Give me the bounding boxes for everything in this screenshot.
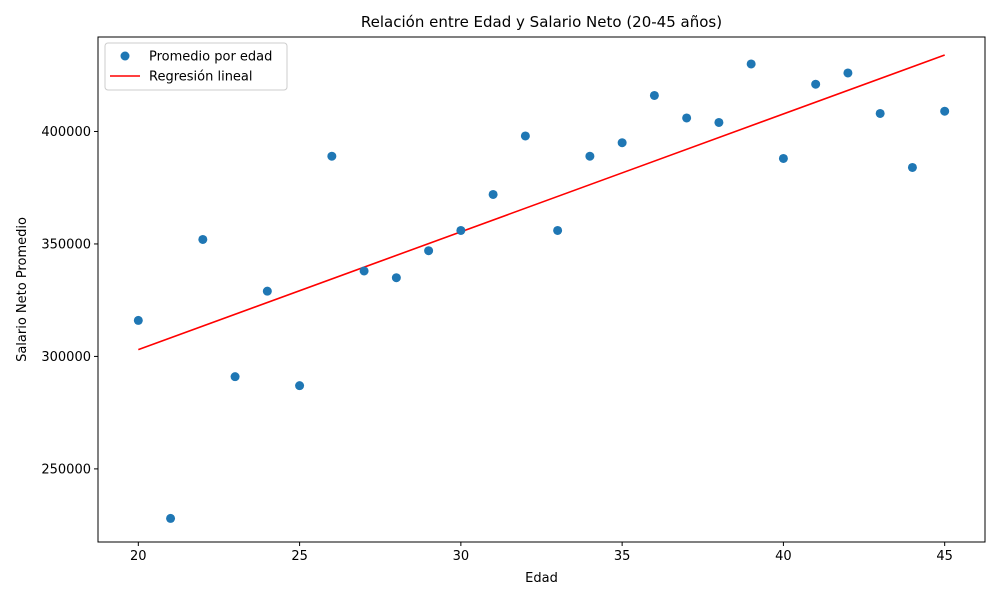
scatter-point xyxy=(295,381,305,391)
x-tick-label: 35 xyxy=(614,549,631,564)
x-axis-label: Edad xyxy=(525,571,558,586)
chart-title: Relación entre Edad y Salario Neto (20-4… xyxy=(361,13,722,31)
y-tick-label: 300000 xyxy=(41,350,91,365)
x-tick-label: 25 xyxy=(291,549,308,564)
y-axis-label: Salario Neto Promedio xyxy=(15,217,30,362)
scatter-point xyxy=(875,108,885,118)
axes: 20 25 30 35 40 45 250000 300000 350000 400000 xyxy=(41,36,986,564)
scatter-point xyxy=(359,266,369,276)
y-tick-label: 250000 xyxy=(41,462,91,477)
scatter-point xyxy=(262,286,272,296)
scatter-point xyxy=(746,59,756,69)
legend: Promedio por edad Regresión lineal xyxy=(104,42,288,91)
y-tick-label: 350000 xyxy=(41,237,91,252)
legend-entry: Regresión lineal xyxy=(149,70,253,85)
legend-entry: Promedio por edad xyxy=(149,50,272,65)
scatter-point xyxy=(456,225,466,235)
scatter-point xyxy=(778,153,788,163)
regression-line xyxy=(138,54,945,351)
scatter-point xyxy=(811,79,821,89)
plot-frame xyxy=(97,36,986,543)
x-tick-label: 40 xyxy=(775,549,792,564)
scatter-point xyxy=(585,151,595,161)
scatter-point xyxy=(230,372,240,382)
scatter-point xyxy=(649,90,659,100)
scatter-point xyxy=(133,315,143,325)
x-tick-label: 20 xyxy=(130,549,147,564)
legend-marker-scatter xyxy=(120,51,130,61)
scatter-point xyxy=(553,225,563,235)
scatter-point xyxy=(520,131,530,141)
scatter-point xyxy=(424,246,434,256)
scatter-point xyxy=(617,138,627,148)
y-tick-label: 400000 xyxy=(41,125,91,140)
scatter-point xyxy=(488,189,498,199)
scatter-point xyxy=(714,117,724,127)
scatter-point xyxy=(391,273,401,283)
x-tick-label: 30 xyxy=(453,549,470,564)
scatter-point xyxy=(940,106,950,116)
scatter-point xyxy=(198,234,208,244)
scatter-point xyxy=(907,162,917,172)
scatter-point xyxy=(327,151,337,161)
scatter-point xyxy=(166,513,176,523)
scatter-point xyxy=(843,68,853,78)
scatter-point xyxy=(682,113,692,123)
legend-box xyxy=(104,42,288,91)
plot-area xyxy=(133,54,950,523)
x-tick-label: 45 xyxy=(936,549,953,564)
